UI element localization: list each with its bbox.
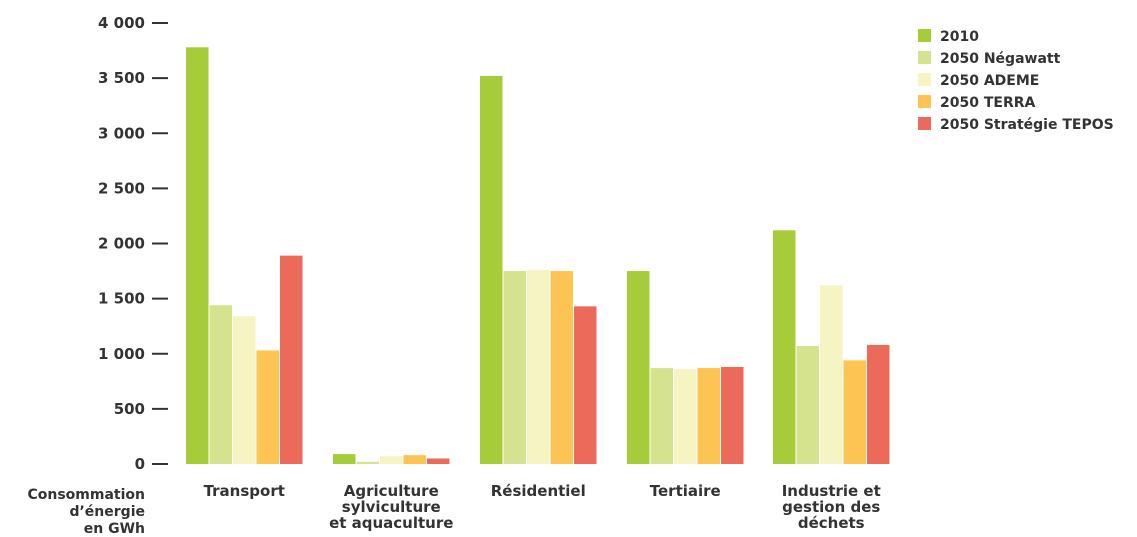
bar-2-2 [527, 269, 550, 464]
bars [186, 47, 890, 465]
bar-0-3 [256, 350, 279, 464]
bar-3-2 [674, 369, 697, 464]
y-tick-label: 1 500 [98, 290, 145, 308]
category-label: Industrie et [782, 482, 881, 500]
category-label: Agriculture [344, 482, 439, 500]
bar-3-3 [697, 368, 720, 464]
y-axis: 0 500 1 000 1 500 2 000 2 500 3 000 3 500 4 000 [98, 14, 168, 473]
bar-2-3 [550, 271, 573, 464]
bar-4-3 [843, 360, 866, 464]
y-tick-label: 3 500 [98, 69, 145, 87]
category-label: Transport [204, 482, 285, 500]
bar-2-0 [480, 75, 503, 465]
legend-item: 2050 Stratégie TEPOS [918, 117, 1114, 133]
bar-0-1 [209, 305, 232, 464]
bar-4-0 [773, 230, 796, 464]
legend-swatch [918, 51, 931, 64]
legend: 2010 2050 Négawatt 2050 ADEME 2050 TERRA 205… [918, 29, 1114, 133]
bar-1-2 [380, 456, 403, 464]
y-axis-label-line: en GWh [84, 521, 145, 537]
y-tick-label: 1 000 [98, 345, 145, 363]
legend-label: 2050 ADEME [940, 73, 1039, 89]
legend-label: 2050 Stratégie TEPOS [940, 117, 1114, 133]
legend-item: 2050 TERRA [918, 95, 1036, 111]
legend-swatch [918, 95, 931, 108]
y-axis-label-line: d’énergie [69, 504, 145, 520]
bar-3-0 [627, 271, 650, 464]
legend-swatch [918, 29, 931, 42]
category-label: gestion des [782, 498, 880, 516]
y-tick-label: 0 [135, 455, 145, 473]
legend-label: 2010 [940, 29, 979, 45]
bar-3-1 [650, 368, 673, 464]
category-label: et aquaculture [329, 514, 453, 532]
category-label: sylviculture [342, 498, 441, 516]
legend-swatch [918, 73, 931, 86]
legend-item: 2010 [918, 29, 979, 45]
bar-0-4 [280, 255, 303, 464]
y-tick-label: 500 [114, 400, 145, 418]
legend-label: 2050 Négawatt [940, 51, 1061, 67]
y-tick-label: 4 000 [98, 14, 145, 32]
bar-0-0 [186, 47, 209, 464]
bar-1-1 [356, 461, 379, 464]
category-label: Tertiaire [650, 482, 721, 500]
bar-4-1 [796, 346, 819, 464]
category-label: Résidentiel [491, 482, 586, 500]
legend-swatch [918, 117, 931, 130]
bar-2-4 [574, 306, 597, 464]
legend-label: 2050 TERRA [940, 95, 1036, 111]
bar-4-2 [820, 285, 843, 464]
legend-item: 2050 ADEME [918, 73, 1039, 89]
y-tick-label: 2 500 [98, 179, 145, 197]
bar-0-2 [233, 316, 256, 464]
bar-1-4 [427, 458, 450, 464]
y-axis-label-line: Consommation [27, 487, 145, 503]
bar-1-3 [403, 455, 426, 464]
bar-3-4 [721, 366, 744, 464]
y-tick-label: 2 000 [98, 235, 145, 253]
bar-1-0 [333, 454, 356, 464]
y-tick-label: 3 000 [98, 124, 145, 142]
bar-4-4 [867, 344, 890, 464]
legend-item: 2050 Négawatt [918, 51, 1061, 67]
bar-2-1 [503, 271, 526, 464]
category-label: déchets [798, 514, 865, 532]
